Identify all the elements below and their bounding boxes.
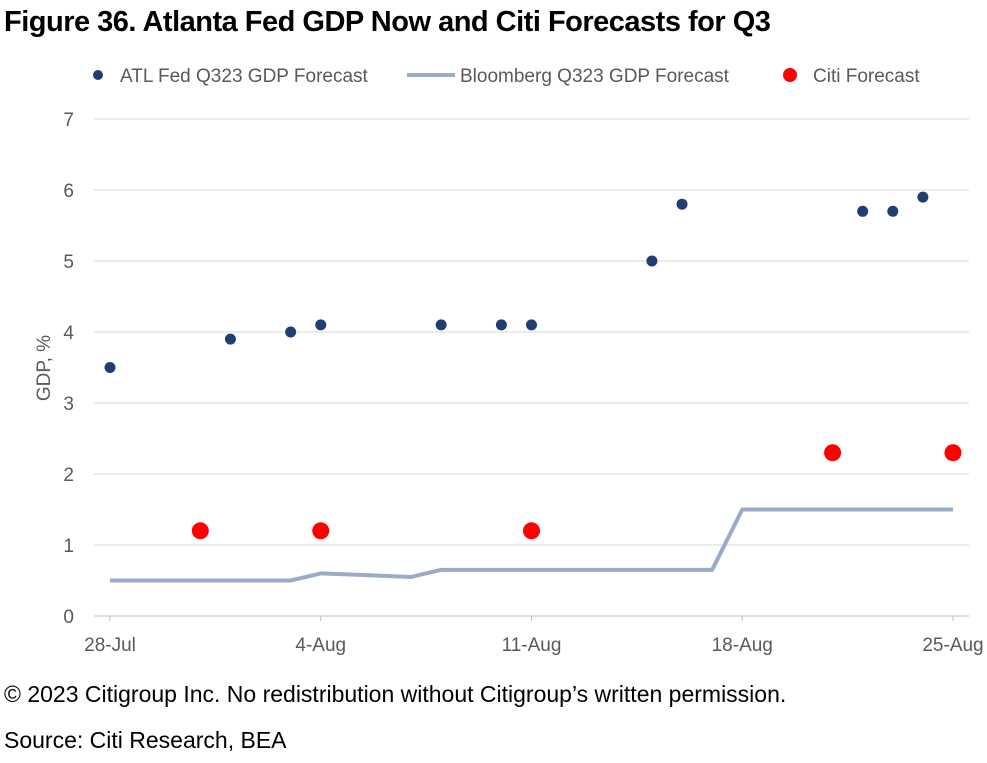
figure-title: Figure 36. Atlanta Fed GDP Now and Citi … (4, 6, 771, 38)
y-tick-label: 6 (63, 181, 74, 202)
y-tick-label: 1 (63, 536, 74, 557)
atl-fed-point (104, 362, 116, 373)
legend-label-citi: Citi Forecast (813, 66, 920, 87)
citi-forecast-point (312, 522, 330, 540)
atl-fed-point (315, 319, 327, 331)
legend-marker-atl (93, 70, 103, 80)
citi-forecast-point (824, 444, 842, 462)
atl-fed-point (435, 319, 447, 331)
citi-forecast-point (523, 522, 540, 540)
atl-fed-point (285, 326, 297, 338)
atl-fed-point (526, 319, 537, 331)
atl-fed-point (917, 191, 929, 203)
atl-fed-point (857, 205, 869, 217)
citi-forecast-point (944, 444, 962, 462)
y-tick-label: 7 (63, 110, 74, 131)
atl-fed-point (646, 255, 658, 267)
bloomberg-forecast-line (110, 507, 953, 583)
y-axis-ticks: 0 1 2 3 4 5 6 7 (63, 110, 74, 628)
x-tick-label: 28-Jul (84, 635, 136, 656)
x-tick-label: 18-Aug (712, 635, 773, 656)
legend-marker-citi (783, 68, 797, 82)
gridlines (94, 118, 969, 617)
chart-legend: ATL Fed Q323 GDP Forecast Bloomberg Q323… (93, 66, 920, 87)
legend-label-atl: ATL Fed Q323 GDP Forecast (120, 66, 369, 87)
atl-fed-point (224, 333, 236, 345)
plot-area (104, 191, 962, 583)
citi-forecast-point (191, 522, 209, 540)
y-tick-label: 5 (63, 252, 74, 273)
atl-fed-point (887, 205, 899, 217)
gdp-forecast-chart: ATL Fed Q323 GDP Forecast Bloomberg Q323… (34, 66, 984, 656)
y-axis-label: GDP, % (34, 335, 55, 401)
y-tick-label: 3 (63, 394, 74, 415)
y-tick-label: 0 (63, 607, 74, 628)
source-note: Source: Citi Research, BEA (4, 727, 287, 753)
x-tick-label: 11-Aug (502, 635, 562, 656)
x-axis-ticks: 28-Jul 4-Aug 11-Aug 18-Aug 25-Aug (84, 616, 984, 656)
atl-fed-point (495, 319, 507, 331)
y-tick-label: 4 (63, 323, 74, 344)
legend-label-bloomberg: Bloomberg Q323 GDP Forecast (460, 66, 730, 87)
y-tick-label: 2 (63, 465, 74, 486)
x-tick-label: 25-Aug (922, 635, 983, 656)
x-tick-label: 4-Aug (295, 635, 346, 656)
copyright-notice: © 2023 Citigroup Inc. No redistribution … (4, 681, 787, 707)
atl-fed-point (676, 198, 688, 210)
